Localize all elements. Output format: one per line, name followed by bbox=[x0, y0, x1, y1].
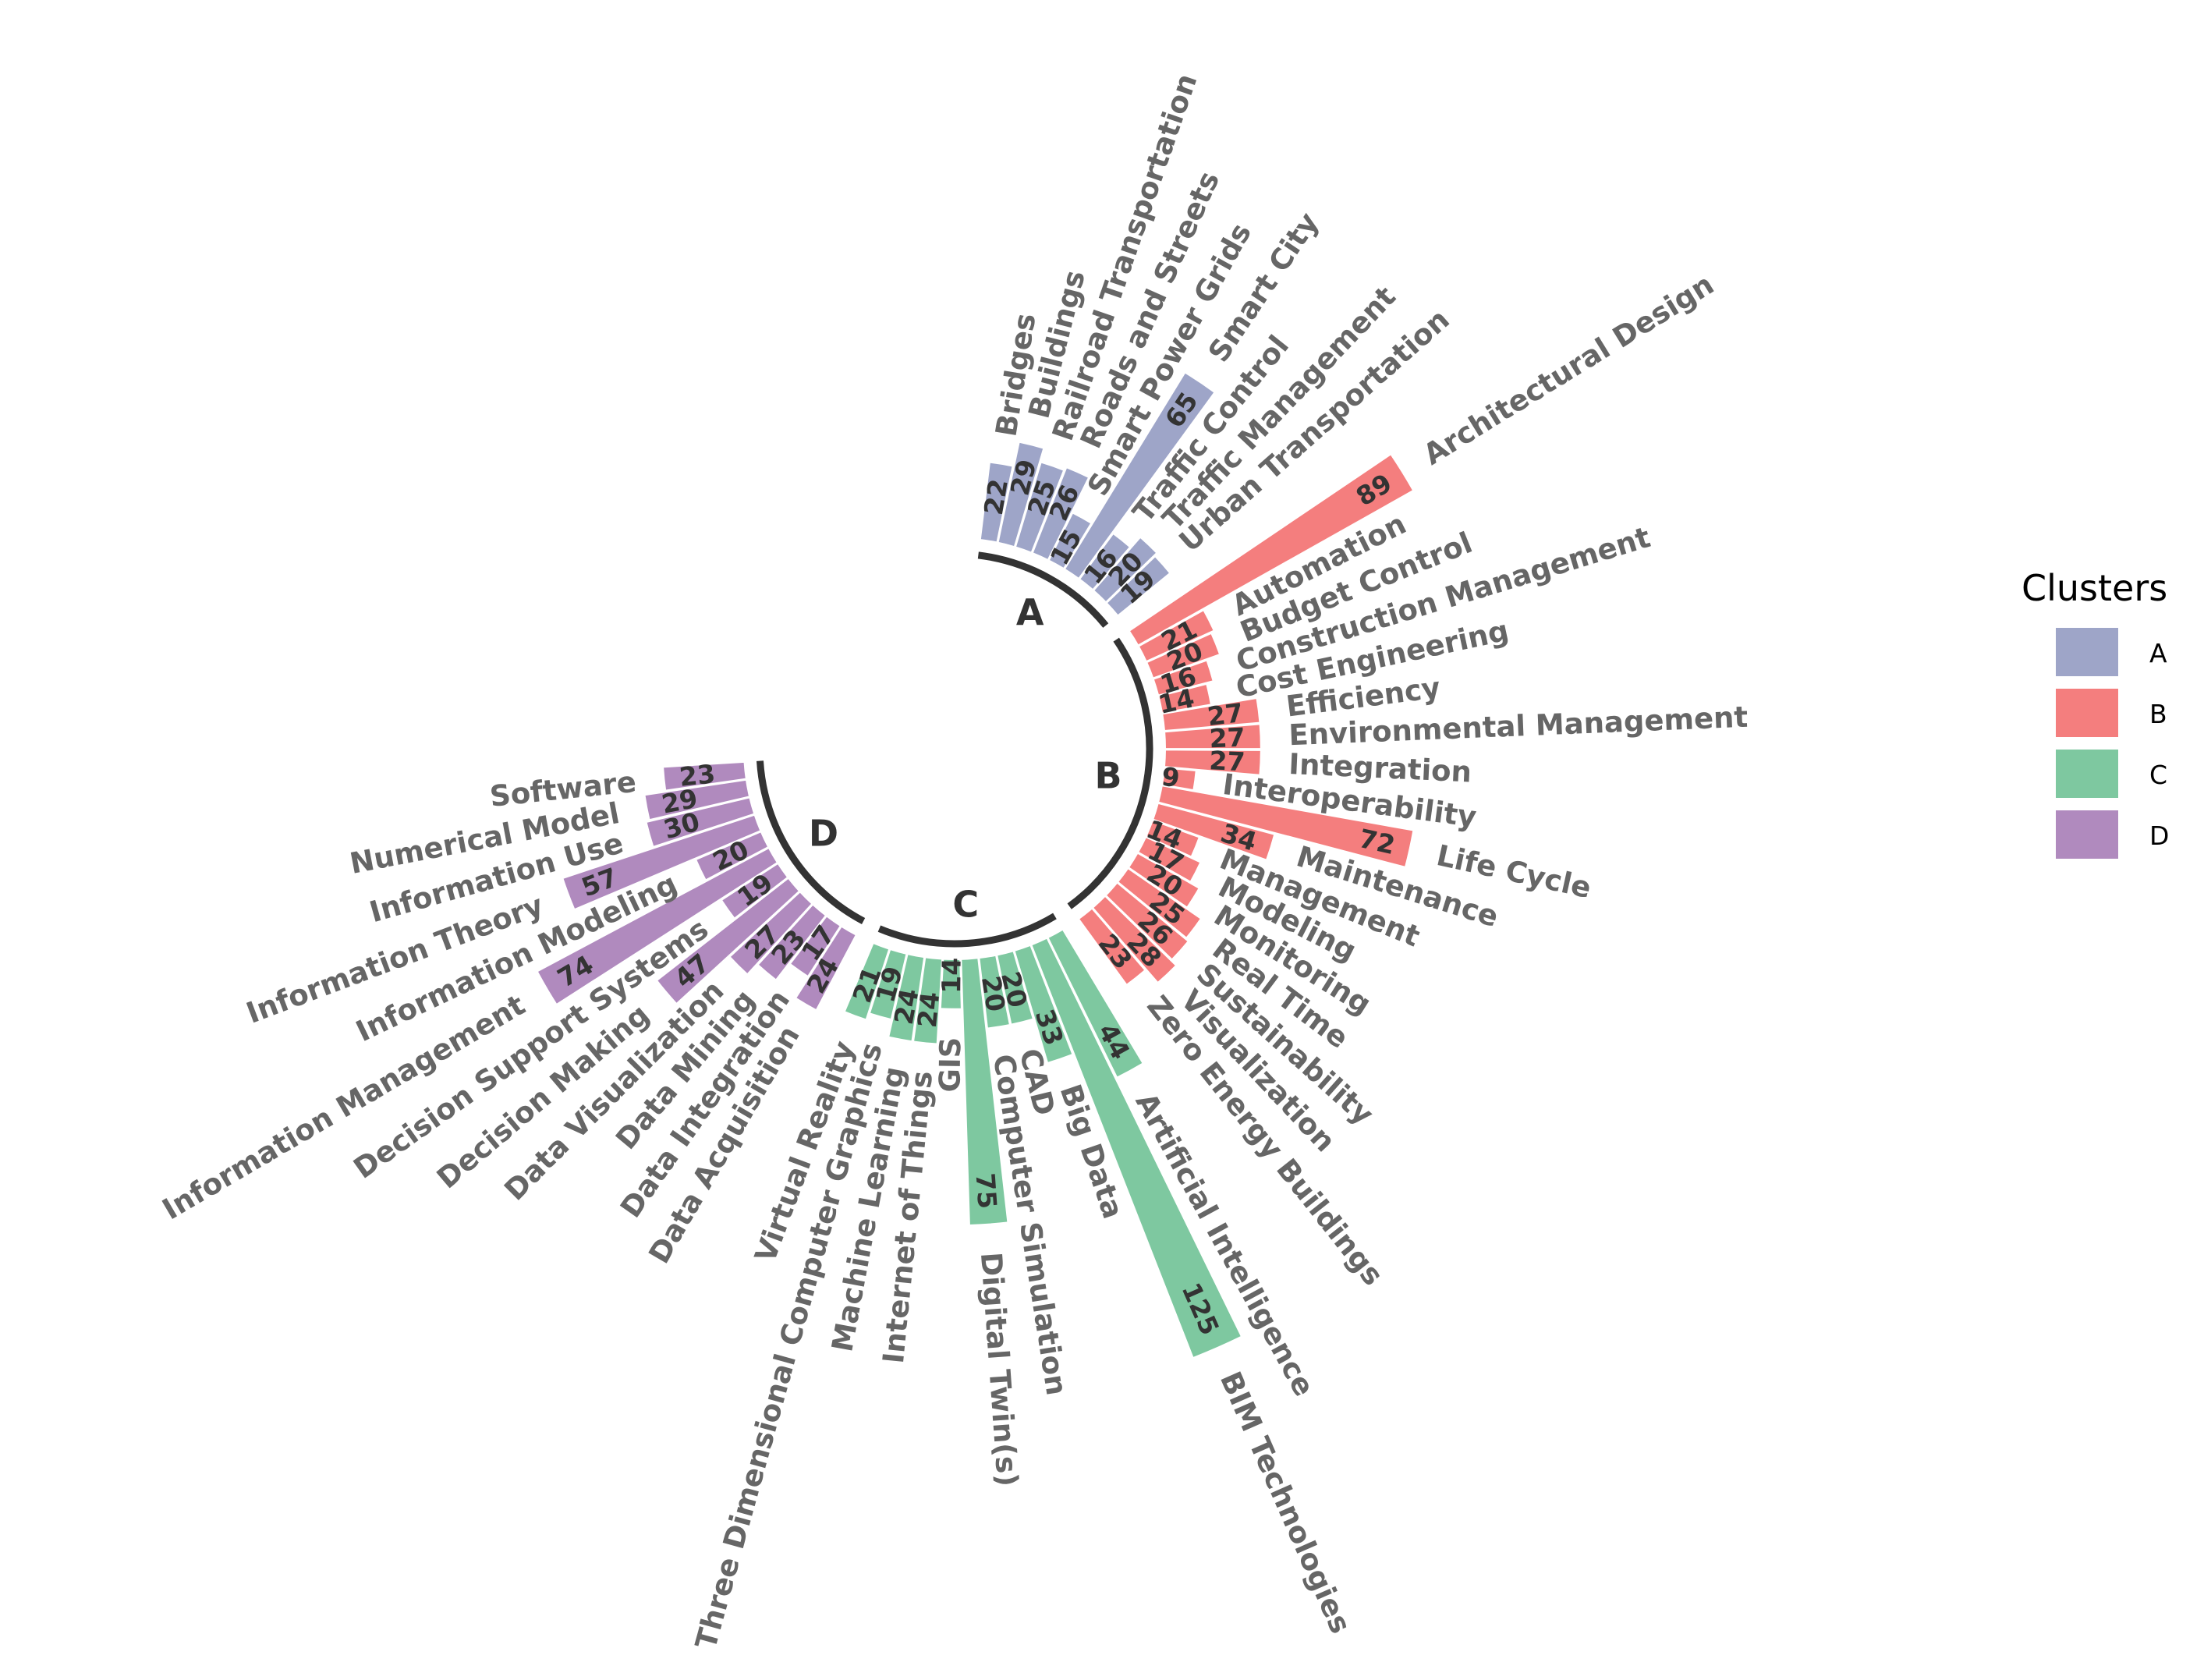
category-label-integration: Integration bbox=[1288, 747, 1472, 789]
bar-information-use bbox=[645, 796, 756, 849]
value-label-gis: 14 bbox=[936, 957, 967, 993]
bar-integration bbox=[1163, 749, 1262, 776]
bars-layer bbox=[536, 371, 1415, 1359]
bar-maintenance bbox=[1152, 802, 1276, 861]
bar-architectural-design bbox=[1128, 452, 1415, 647]
bar-information-theory bbox=[562, 813, 762, 911]
bar-virtual-reality bbox=[843, 941, 891, 1021]
legend-label-c: C bbox=[2149, 760, 2167, 790]
bar-smart-power-grids bbox=[1047, 512, 1093, 570]
value-label-numerical-model: 29 bbox=[659, 783, 700, 820]
value-label-life-cycle: 72 bbox=[1356, 823, 1398, 860]
bar-environmental-management bbox=[1164, 723, 1262, 750]
category-label-bim-technologies: BIM Technologies bbox=[1214, 1366, 1358, 1638]
bar-buildings bbox=[997, 441, 1045, 548]
bar-software bbox=[662, 760, 747, 792]
bar-big-data bbox=[1013, 944, 1074, 1065]
cluster-arc-c bbox=[877, 913, 1057, 948]
bar-efficiency bbox=[1161, 696, 1261, 732]
bar-internet-of-things bbox=[912, 956, 944, 1045]
bar-numerical-model bbox=[643, 778, 751, 821]
bar-data-visualization bbox=[728, 890, 813, 976]
value-label-bridges: 22 bbox=[978, 477, 1014, 517]
bar-management bbox=[1145, 819, 1201, 858]
legend-swatch-b bbox=[2056, 689, 2118, 737]
category-label-digital-twin-s: Digital Twin(s) bbox=[974, 1251, 1024, 1487]
legend-swatch-d bbox=[2056, 810, 2118, 859]
value-label-internet-of-things: 24 bbox=[912, 991, 945, 1030]
bar-information-management bbox=[536, 846, 779, 1006]
bar-gis bbox=[939, 958, 962, 1010]
cluster-label-d: D bbox=[809, 812, 838, 854]
bar-life-cycle bbox=[1157, 785, 1415, 869]
bar-monitoring bbox=[1127, 852, 1201, 909]
value-label-environmental-management: 27 bbox=[1209, 722, 1246, 754]
legend-title: Clusters bbox=[2022, 567, 2167, 609]
value-label-interoperability: 9 bbox=[1160, 761, 1182, 794]
bar-zero-energy-buildings bbox=[1077, 907, 1146, 987]
cluster-arc-d bbox=[756, 760, 866, 924]
bar-cost-engineering bbox=[1157, 682, 1213, 714]
category-label-gis: GIS bbox=[933, 1037, 967, 1092]
cluster-label-b: B bbox=[1094, 755, 1121, 797]
cluster-arc-b bbox=[1067, 637, 1153, 909]
bar-machine-learning bbox=[887, 952, 926, 1043]
bar-urban-transportation bbox=[1105, 555, 1171, 617]
bar-information-modeling bbox=[694, 830, 770, 881]
bar-automation bbox=[1137, 608, 1216, 663]
bar-decision-support-systems bbox=[720, 862, 789, 920]
category-label-architectural-design: Architectural Design bbox=[1418, 268, 1720, 472]
value-label-computer-simulation: 20 bbox=[976, 973, 1012, 1013]
bar-traffic-control bbox=[1078, 532, 1132, 591]
bar-real-time bbox=[1116, 867, 1203, 940]
cluster-label-c: C bbox=[952, 883, 979, 925]
bar-data-acquisition bbox=[794, 925, 858, 1012]
bar-bridges bbox=[979, 461, 1014, 544]
legend-label-d: D bbox=[2149, 821, 2169, 851]
bar-budget-control bbox=[1145, 632, 1221, 679]
bar-smart-city bbox=[1063, 371, 1216, 580]
value-label-efficiency: 27 bbox=[1206, 697, 1245, 732]
value-label-software: 23 bbox=[678, 758, 717, 792]
legend-items: A B C D bbox=[2056, 628, 2169, 859]
legend-label-a: A bbox=[2149, 638, 2167, 668]
bar-data-integration bbox=[788, 915, 842, 978]
value-label-cost-engineering: 14 bbox=[1156, 682, 1197, 720]
value-label-integration: 27 bbox=[1209, 745, 1246, 777]
bar-three-dimensional-computer-graphics bbox=[868, 948, 908, 1021]
bar-artificial-intelligence bbox=[1047, 928, 1145, 1079]
value-label-digital-twin-s: 75 bbox=[970, 1172, 1003, 1210]
bar-interoperability bbox=[1160, 767, 1197, 792]
bar-bim-technologies bbox=[1030, 937, 1243, 1359]
legend-label-b: B bbox=[2149, 699, 2167, 729]
bar-railroad-transportation bbox=[1014, 461, 1065, 554]
bar-construction-management bbox=[1152, 659, 1214, 696]
bar-cad bbox=[995, 950, 1035, 1026]
bar-traffic-management bbox=[1092, 536, 1158, 604]
value-label-machine-learning: 24 bbox=[888, 986, 925, 1026]
bar-roads-and-streets bbox=[1031, 466, 1090, 562]
bar-digital-twin-s bbox=[960, 957, 1009, 1226]
bar-computer-simulation bbox=[978, 954, 1012, 1030]
cluster-label-a: A bbox=[1016, 591, 1044, 633]
bar-decision-making bbox=[655, 877, 801, 1005]
cluster-arcs-layer: A B C D bbox=[756, 551, 1153, 948]
legend-swatch-c bbox=[2056, 750, 2118, 798]
bar-sustainability bbox=[1104, 881, 1190, 961]
bar-visualization bbox=[1091, 895, 1178, 984]
bar-modeling bbox=[1136, 835, 1202, 884]
bar-data-mining bbox=[757, 903, 827, 981]
legend: Clusters A B C D bbox=[2022, 567, 2169, 859]
legend-swatch-a bbox=[2056, 628, 2118, 676]
cluster-arc-a bbox=[977, 551, 1109, 628]
